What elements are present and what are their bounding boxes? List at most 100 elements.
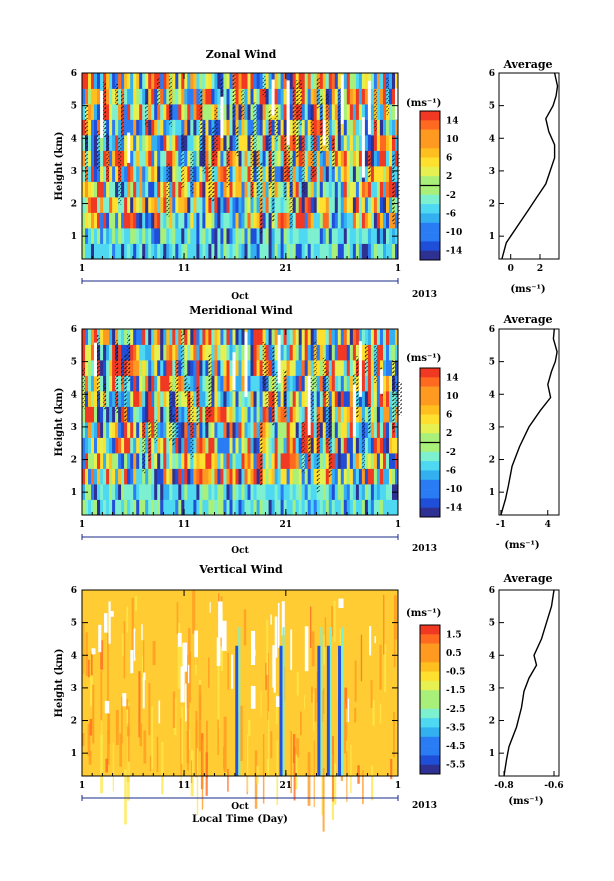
vertical-wind-streak — [390, 758, 393, 780]
meridional-wind-cell — [358, 329, 363, 345]
meridional-wind-cell — [130, 406, 134, 423]
meridional-wind-cell — [154, 406, 158, 423]
meridional-wind-cell — [130, 453, 134, 469]
meridional-wind-cell — [103, 484, 107, 500]
vertical-wind-streak — [223, 747, 225, 769]
zonal-wind-cell — [166, 150, 170, 167]
meridional-wind-cell — [367, 453, 372, 469]
meridional-wind-cell — [370, 344, 375, 361]
vertical-wind-streak — [107, 633, 109, 702]
vertical-wind-streak — [196, 748, 199, 816]
meridional-wind-cell — [298, 499, 303, 516]
zonal-wind-cell — [217, 150, 221, 167]
zonal-wind-cell — [256, 197, 260, 213]
zonal-wind-cell — [352, 104, 357, 120]
meridional-wind-cell — [145, 406, 149, 423]
meridional-wind-cell — [160, 422, 164, 438]
vertical-wind-gap — [216, 637, 221, 666]
vertical-wind-streak — [227, 652, 229, 690]
zonal-wind-cell — [370, 104, 375, 120]
meridional-wind-cell — [313, 499, 318, 516]
zonal-wind-cell — [229, 243, 233, 260]
meridional-wind-cell — [208, 499, 212, 516]
zonal-wind-cell — [340, 166, 345, 182]
zonal-wind-cell — [392, 73, 396, 89]
meridional-wind-cell — [379, 453, 384, 469]
zonal-wind-cell — [91, 119, 95, 136]
zonal-wind-cell — [298, 243, 303, 260]
meridional-wind-cell — [346, 344, 351, 361]
meridional-wind-cell — [274, 360, 278, 376]
zonal-wind-cell — [346, 243, 351, 260]
meridional-wind-cell — [214, 375, 218, 392]
meridional-wind-cell — [364, 453, 369, 469]
meridional-wind-cell — [340, 468, 345, 485]
zonal-wind-cell — [124, 228, 128, 244]
meridional-wind-cell — [226, 484, 230, 500]
meridional-wind-cell — [392, 344, 396, 361]
meridional-wind-cell — [220, 406, 224, 423]
zonal-wind-cell — [352, 197, 357, 213]
meridional-wind-cell — [130, 422, 134, 438]
zonal-wind-cell — [289, 243, 294, 260]
zonal-wind-cell — [313, 181, 318, 198]
meridional-wind-cell — [229, 437, 233, 454]
zonal-wind-cell — [274, 166, 278, 182]
meridional-wind-cell — [355, 484, 360, 500]
zonal-wind-cell — [172, 212, 176, 229]
meridional-wind-cell — [256, 391, 260, 407]
zonal-wind-cell — [289, 88, 294, 105]
meridional-wind-cell — [383, 499, 387, 516]
meridional-wind-cell — [160, 499, 164, 516]
meridional-wind-cell — [184, 344, 188, 361]
meridional-wind-cell — [265, 329, 269, 345]
zonal-wind-cell — [247, 228, 251, 244]
zonal-wind-colorbar-swatch — [420, 194, 440, 205]
zonal-wind-cell — [202, 243, 206, 260]
meridional-wind-cell — [178, 360, 182, 376]
zonal-wind-cell — [154, 197, 158, 213]
meridional-wind-cell — [268, 391, 272, 407]
zonal-wind-cell — [205, 166, 209, 182]
zonal-wind-cell — [202, 104, 206, 120]
meridional-wind-cell — [379, 344, 384, 361]
meridional-wind-cell — [181, 484, 185, 500]
zonal-wind-cell — [184, 212, 188, 229]
meridional-wind-cell — [295, 468, 300, 485]
meridional-wind-cell — [383, 329, 387, 345]
zonal-wind-cell — [196, 119, 200, 136]
meridional-wind-cell — [340, 484, 345, 500]
zonal-wind-cell — [301, 73, 306, 89]
zonal-wind-cell — [106, 104, 110, 120]
meridional-wind-cell — [265, 422, 269, 438]
meridional-wind-cell — [364, 329, 369, 345]
zonal-wind-cell — [274, 212, 278, 229]
zonal-wind-cell — [334, 119, 339, 136]
vertical-wind-gap — [209, 602, 211, 613]
meridional-wind-cell — [277, 484, 281, 500]
zonal-wind-contour-patch — [274, 107, 281, 142]
meridional-wind-cell — [142, 360, 146, 376]
meridional-wind-cell — [229, 484, 233, 500]
meridional-wind-cell — [175, 453, 179, 469]
meridional-wind-cell — [370, 329, 375, 345]
zonal-wind-cell — [160, 181, 164, 198]
zonal-wind-cell — [334, 73, 339, 89]
zonal-wind-cell — [133, 181, 137, 198]
meridional-wind-cell — [151, 484, 155, 500]
zonal-wind-cell — [283, 104, 287, 120]
meridional-wind-cell — [178, 422, 182, 438]
meridional-wind-cell — [250, 499, 254, 516]
zonal-wind-cell — [100, 243, 104, 260]
zonal-wind-cell — [395, 166, 399, 182]
meridional-wind-cell — [196, 344, 200, 361]
zonal-wind-cell — [217, 243, 221, 260]
meridional-wind-cell — [395, 468, 399, 485]
meridional-wind-cell — [268, 329, 272, 345]
meridional-wind-cell — [157, 329, 161, 345]
meridional-wind-cell — [184, 499, 188, 516]
zonal-wind-cell — [256, 119, 260, 136]
zonal-wind-cell — [211, 73, 215, 89]
zonal-wind-cell — [169, 181, 173, 198]
zonal-wind-cell — [112, 119, 116, 136]
